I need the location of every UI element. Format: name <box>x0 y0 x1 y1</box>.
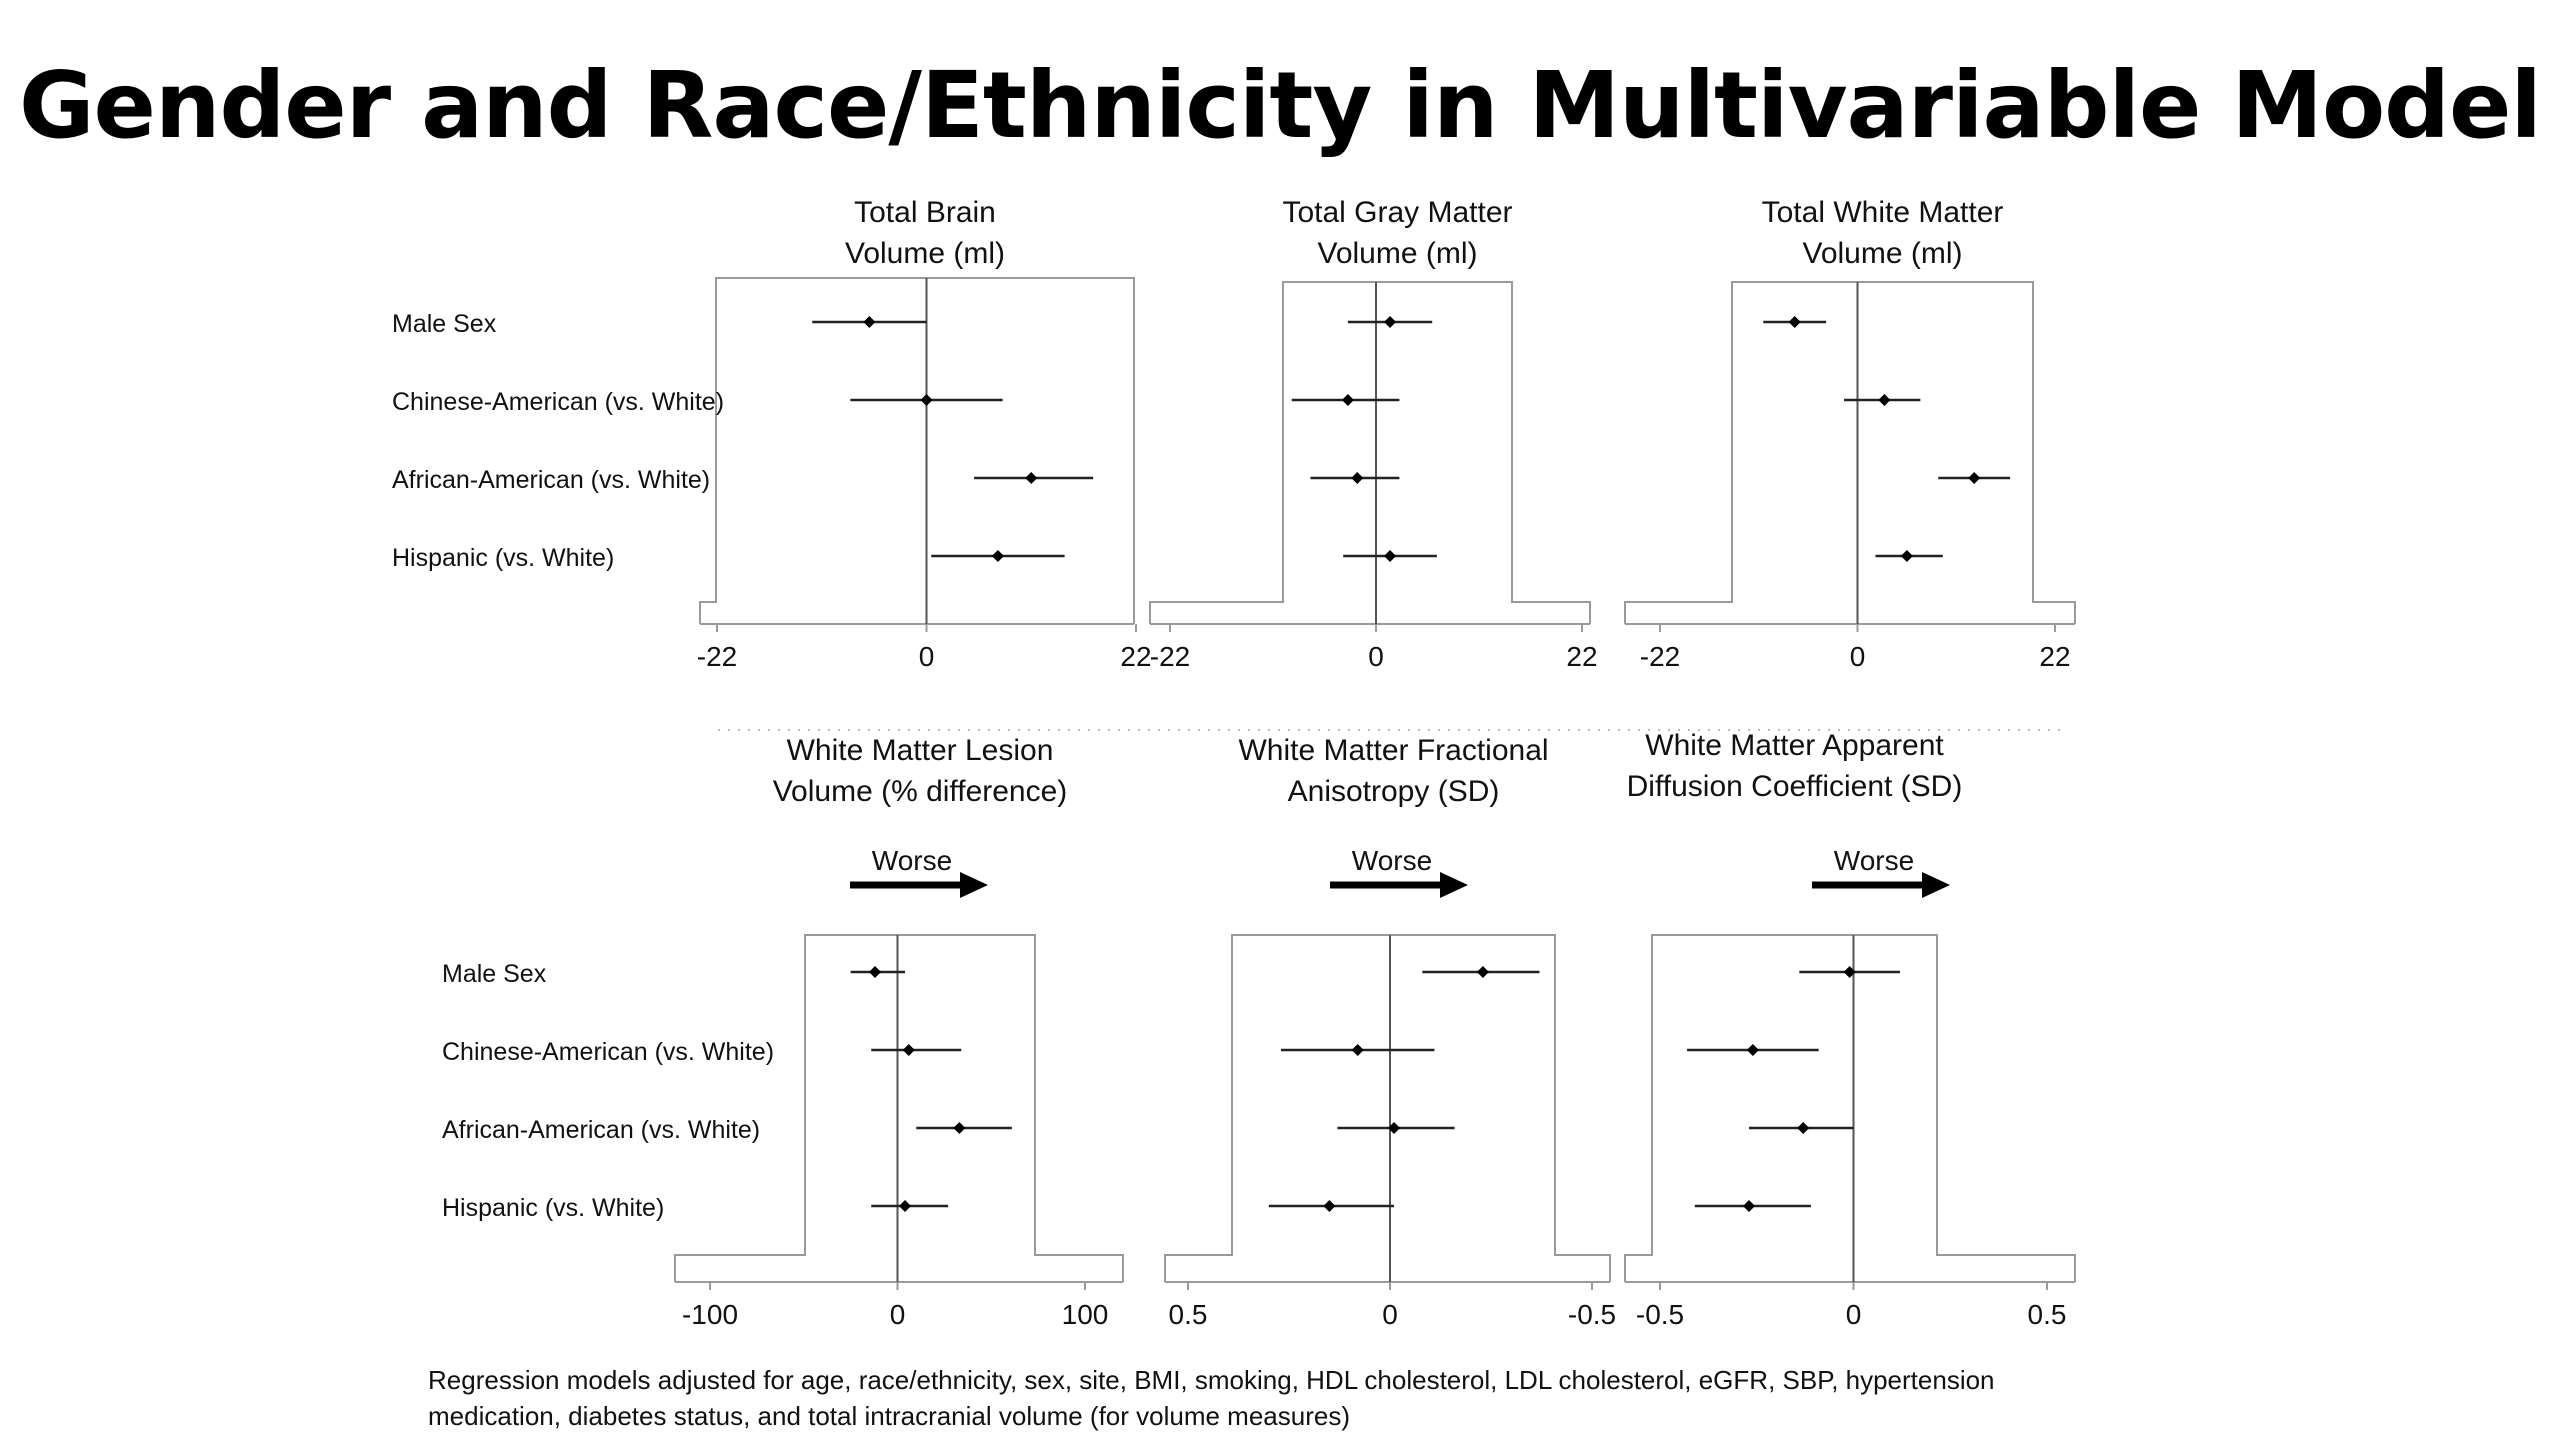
panel-6-point-estimate-3 <box>1797 1122 1810 1134</box>
panel-4-point-estimate-1 <box>869 966 881 978</box>
panel-4-frame <box>674 934 1124 1282</box>
panel-1-point-estimate-2 <box>920 394 933 406</box>
panel-3-point-estimate-1 <box>1788 316 1801 328</box>
panel-2-point-estimate-3 <box>1351 472 1364 484</box>
panel-1-tick-label-3: 22 <box>1120 641 1151 672</box>
panel-3-title-line-2: Volume (ml) <box>1802 237 1962 270</box>
panel-3-point-estimate-4 <box>1900 550 1913 562</box>
panel-6-tick-label-1: -0.5 <box>1636 1299 1684 1330</box>
panel-1-frame <box>699 277 1135 624</box>
panel-1-point-estimate-4 <box>991 550 1004 562</box>
panel-4-tick-label-2: 0 <box>890 1299 906 1330</box>
panel-2-title-line-1: Total Gray Matter <box>1282 196 1512 229</box>
footnote: Regression models adjusted for age, race… <box>428 1362 2128 1434</box>
panel-6-point-estimate-2 <box>1746 1044 1759 1056</box>
panel-5-tick-label-1: 0.5 <box>1169 1299 1208 1330</box>
panel-5-point-estimate-2 <box>1351 1044 1364 1056</box>
panel-2-tick-label-3: 22 <box>1566 641 1597 672</box>
panel-2-tick-label-2: 0 <box>1368 641 1384 672</box>
panel-6-tick-label-2: 0 <box>1846 1299 1862 1330</box>
panel-5-tick-label-2: 0 <box>1382 1299 1398 1330</box>
panel-3-tick-label-2: 0 <box>1850 641 1866 672</box>
panel-5-worse-label: Worse <box>1352 845 1432 876</box>
panel-6-worse-label: Worse <box>1834 845 1914 876</box>
panel-4-category-label-4: Hispanic (vs. White) <box>442 1194 664 1222</box>
panel-4-worse-label: Worse <box>872 845 952 876</box>
panel-6-title-line-1: White Matter Apparent <box>1645 729 1944 762</box>
panel-5-point-estimate-4 <box>1323 1200 1336 1212</box>
panel-5-worse-arrow-head <box>1440 872 1468 898</box>
panel-5-tick-label-3: -0.5 <box>1568 1299 1616 1330</box>
panel-4-worse-arrow-head <box>960 872 988 898</box>
panel-3-tick-label-1: -22 <box>1640 641 1680 672</box>
panel-4-point-estimate-2 <box>902 1044 915 1056</box>
panel-2-title-line-2: Volume (ml) <box>1317 237 1477 270</box>
panel-1-title-line-1: Total Brain <box>854 196 996 229</box>
slide-title: Gender and Race/Ethnicity in Multivariab… <box>19 52 2542 159</box>
panel-1-title-line-2: Volume (ml) <box>845 237 1005 270</box>
panel-6-point-estimate-4 <box>1743 1200 1756 1212</box>
panel-6-point-estimate-1 <box>1843 966 1856 978</box>
panel-6-frame <box>1624 934 2076 1282</box>
panel-3-point-estimate-3 <box>1968 472 1981 484</box>
panel-4-title-line-1: White Matter Lesion <box>787 734 1054 767</box>
panel-3-frame <box>1624 281 2076 624</box>
panel-4-category-label-3: African-American (vs. White) <box>442 1116 760 1144</box>
panel-3-point-estimate-2 <box>1878 394 1891 406</box>
footnote-line-1: Regression models adjusted for age, race… <box>428 1365 1995 1395</box>
panel-5-point-estimate-3 <box>1388 1122 1401 1134</box>
panel-6-title-line-2: Diffusion Coefficient (SD) <box>1627 770 1963 803</box>
panel-4-title-line-2: Volume (% difference) <box>773 775 1068 808</box>
panel-1-point-estimate-1 <box>863 316 876 328</box>
panel-6-worse-arrow-head <box>1922 872 1950 898</box>
panel-1-point-estimate-3 <box>1025 472 1038 484</box>
panel-1-category-label-2: Chinese-American (vs. White) <box>392 388 724 416</box>
panel-1-category-label-4: Hispanic (vs. White) <box>392 544 614 572</box>
footnote-line-2: medication, diabetes status, and total i… <box>428 1401 1350 1431</box>
panel-4-tick-label-3: 100 <box>1062 1299 1109 1330</box>
panel-6-tick-label-3: 0.5 <box>2028 1299 2067 1330</box>
panel-4-point-estimate-4 <box>899 1200 911 1212</box>
panel-2-point-estimate-4 <box>1384 550 1397 562</box>
panel-4-tick-label-1: -100 <box>682 1299 738 1330</box>
panel-1-category-label-1: Male Sex <box>392 310 497 338</box>
panel-3-tick-label-3: 22 <box>2039 641 2070 672</box>
panel-4-category-label-2: Chinese-American (vs. White) <box>442 1038 774 1066</box>
panel-5-point-estimate-1 <box>1476 966 1489 978</box>
panel-3-title-line-1: Total White Matter <box>1762 196 2004 229</box>
panel-4-point-estimate-3 <box>953 1122 966 1134</box>
panel-2-frame <box>1149 281 1591 624</box>
panel-5-title-line-2: Anisotropy (SD) <box>1288 775 1500 808</box>
panel-1-tick-label-1: -22 <box>697 641 737 672</box>
panel-1-tick-label-2: 0 <box>919 641 935 672</box>
panel-5-frame <box>1164 934 1611 1282</box>
panel-2-tick-label-1: -22 <box>1150 641 1190 672</box>
panel-2-point-estimate-1 <box>1384 316 1397 328</box>
panel-5-title-line-1: White Matter Fractional <box>1238 734 1548 767</box>
panel-2-point-estimate-2 <box>1341 394 1354 406</box>
panel-1-category-label-3: African-American (vs. White) <box>392 466 710 494</box>
panel-4-category-label-1: Male Sex <box>442 960 547 988</box>
